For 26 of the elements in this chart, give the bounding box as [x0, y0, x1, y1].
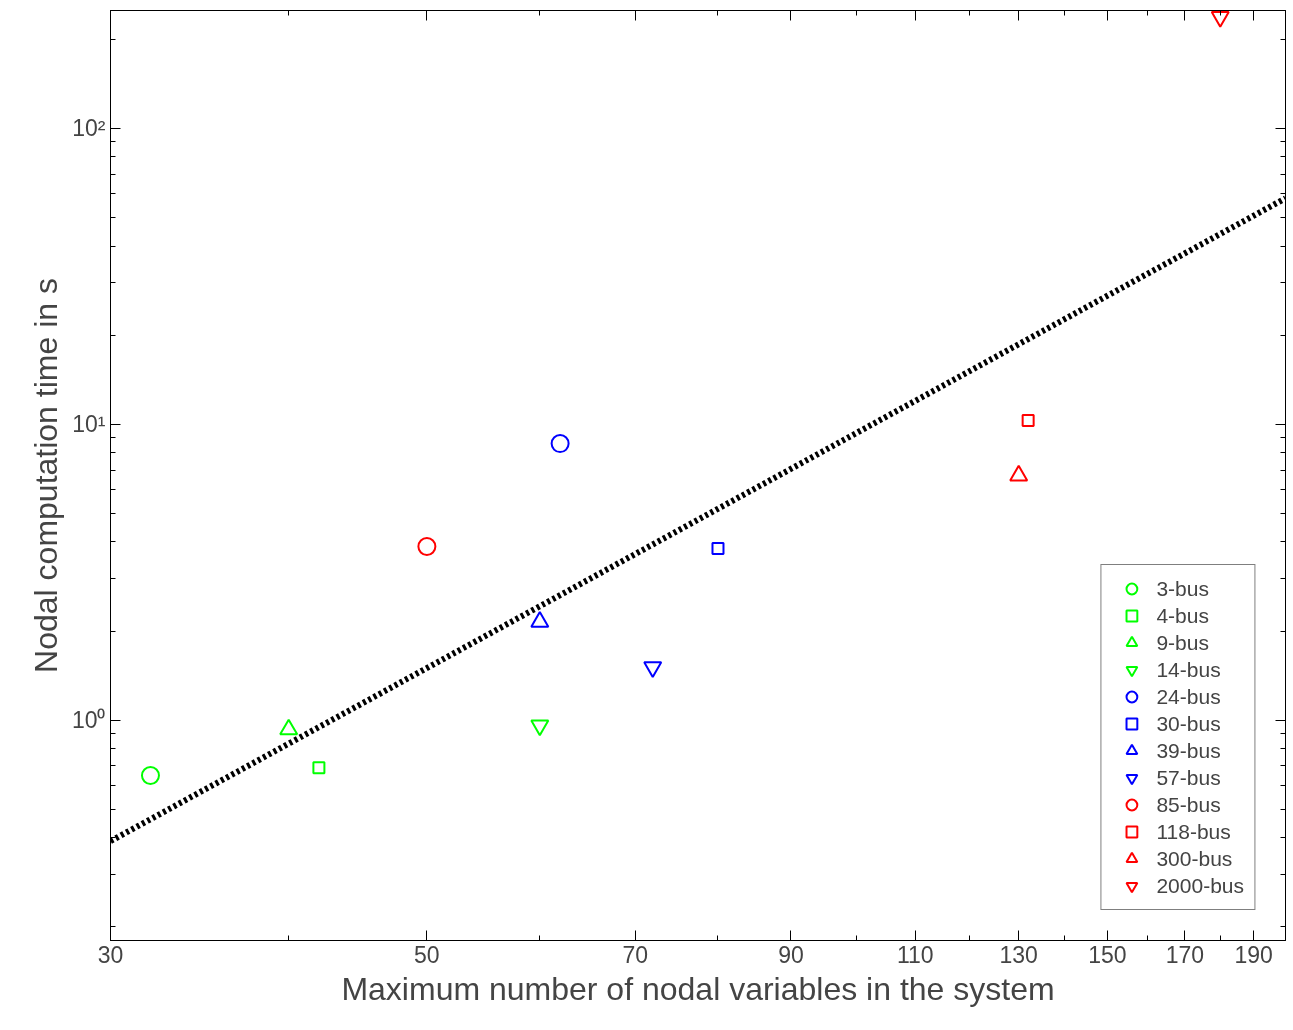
- legend-label: 85-bus: [1156, 791, 1221, 818]
- legend-label: 118-bus: [1156, 818, 1231, 845]
- x-tick-label: 130: [999, 941, 1038, 968]
- legend-label: 4-bus: [1156, 602, 1209, 629]
- y-axis-title: Nodal computation time in s: [27, 278, 64, 673]
- legend-label: 3-bus: [1156, 575, 1209, 602]
- x-tick-label: 110: [896, 941, 934, 968]
- legend-label: 2000-bus: [1156, 872, 1244, 899]
- legend-label: 300-bus: [1156, 845, 1233, 872]
- x-tick-label: 150: [1088, 941, 1127, 968]
- x-tick-label: 30: [97, 941, 124, 968]
- x-tick-label: 50: [414, 941, 440, 968]
- legend-label: 30-bus: [1156, 710, 1221, 737]
- x-tick-label: 70: [622, 941, 649, 968]
- y-tick-label: 10¹: [72, 411, 106, 438]
- legend-label: 9-bus: [1156, 629, 1209, 656]
- x-axis-title: Maximum number of nodal variables in the system: [341, 970, 1055, 1007]
- legend-label: 14-bus: [1156, 656, 1221, 683]
- legend-label: 57-bus: [1156, 764, 1221, 791]
- x-tick-label: 170: [1165, 941, 1205, 968]
- x-tick-label: 90: [778, 941, 804, 968]
- legend-label: 39-bus: [1156, 737, 1221, 764]
- x-tick-label: 190: [1234, 941, 1273, 968]
- y-tick-label: 10²: [72, 115, 106, 142]
- legend-label: 24-bus: [1156, 683, 1221, 710]
- y-tick-label: 10⁰: [71, 707, 106, 734]
